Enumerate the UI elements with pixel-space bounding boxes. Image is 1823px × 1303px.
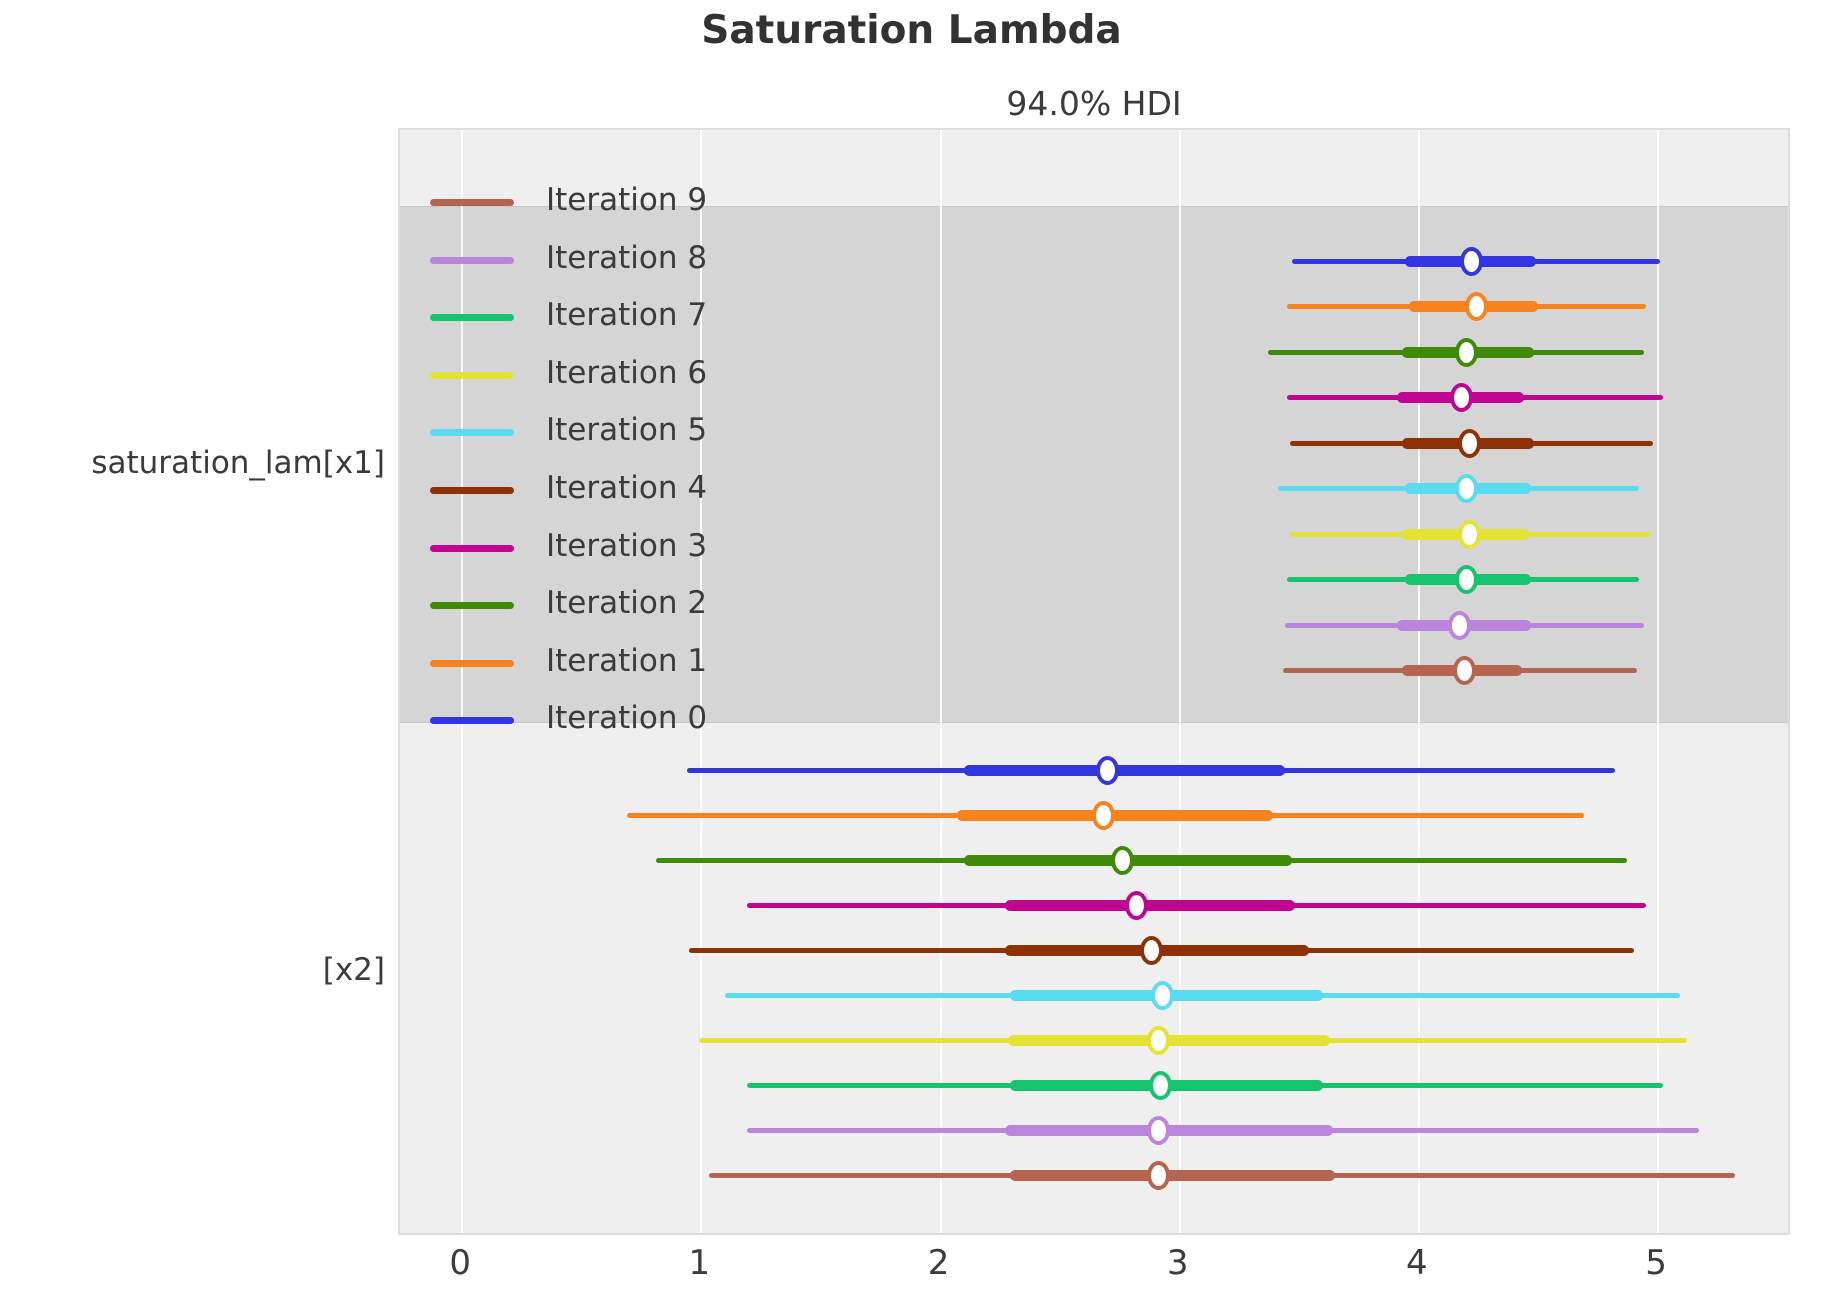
median-dot (1464, 292, 1488, 321)
quartile-interval-line (964, 764, 1285, 776)
legend-label: Iteration 4 (546, 470, 708, 506)
legend-swatch-line (430, 256, 514, 264)
median-dot (1448, 610, 1472, 640)
legend-label: Iteration 9 (546, 182, 708, 218)
median-dot (1139, 935, 1163, 965)
legend-label: Iteration 5 (546, 412, 708, 449)
y-axis-label-saturation-lam-x1: saturation_lam[x1] (91, 444, 385, 481)
median-dot (1125, 890, 1149, 920)
median-dot (1146, 1160, 1170, 1190)
median-dot (1146, 1025, 1170, 1055)
x-tick-label: 4 (1406, 1243, 1428, 1283)
gridline-x-0 (461, 130, 464, 1233)
x-tick-label: 1 (688, 1243, 711, 1283)
median-dot (1096, 755, 1120, 785)
legend-label: Iteration 0 (546, 700, 708, 737)
legend-swatch-line (430, 199, 514, 206)
median-dot (1455, 337, 1479, 367)
legend-swatch-line (430, 659, 514, 667)
chart-title: Saturation Lambda (701, 8, 1122, 53)
gridline-x-1 (700, 130, 703, 1233)
median-dot (1455, 474, 1479, 503)
legend-swatch-line (430, 371, 514, 379)
median-dot (1450, 383, 1474, 412)
legend-swatch-line (430, 314, 514, 322)
gridline-x-3 (1178, 130, 1181, 1233)
legend-label: Iteration 2 (546, 585, 708, 622)
legend-label: Iteration 1 (546, 642, 708, 679)
legend-label: Iteration 6 (546, 354, 708, 391)
quartile-interval-line (1005, 899, 1295, 911)
median-dot (1460, 246, 1483, 276)
x-tick-label: 0 (449, 1243, 471, 1283)
median-dot (1452, 656, 1476, 685)
median-dot (1455, 565, 1479, 594)
shaded-band-x1 (400, 206, 1788, 723)
legend-swatch-line (430, 487, 514, 494)
median-dot (1091, 800, 1115, 830)
x-tick-label: 3 (1166, 1243, 1189, 1283)
x-tick-label: 2 (927, 1243, 950, 1283)
median-dot (1457, 428, 1481, 458)
median-dot (1149, 1070, 1173, 1100)
legend-label: Iteration 8 (546, 239, 708, 276)
plot-area: Iteration 9 Iteration 8 Iteration 7 Iterati… (398, 128, 1790, 1235)
legend-swatch-line (430, 602, 514, 610)
legend-swatch-line (430, 544, 514, 552)
median-dot (1457, 519, 1481, 549)
median-dot (1110, 845, 1134, 875)
legend-label: Iteration 3 (546, 527, 708, 564)
quartile-interval-line (1009, 1169, 1336, 1181)
legend-swatch-line (430, 717, 514, 725)
gridline-x-4 (1417, 130, 1420, 1233)
median-dot (1151, 980, 1175, 1010)
legend-swatch-line (430, 429, 514, 437)
gridline-x-2 (939, 130, 942, 1233)
hdi-subtitle: 94.0% HDI (1006, 84, 1182, 123)
median-dot (1146, 1115, 1170, 1145)
x-tick-label: 5 (1645, 1243, 1667, 1283)
gridline-x-5 (1657, 130, 1660, 1233)
y-axis-label-x2: [x2] (322, 951, 385, 988)
legend-label: Iteration 7 (546, 297, 708, 334)
quartile-interval-line (957, 809, 1273, 821)
